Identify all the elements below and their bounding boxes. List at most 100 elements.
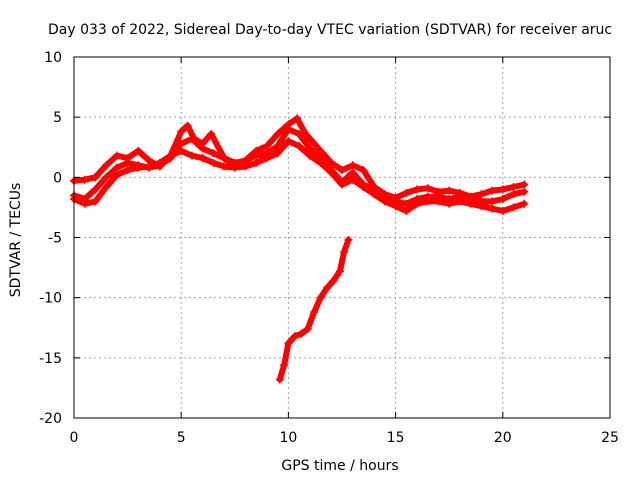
data-point-marker: [284, 125, 293, 134]
data-point-marker: [112, 163, 121, 172]
data-point-marker: [338, 180, 346, 189]
data-point-marker: [112, 151, 121, 160]
data-point-marker: [327, 168, 336, 177]
data-point-marker: [402, 207, 411, 216]
data-point-marker: [102, 182, 111, 191]
data-point-marker: [290, 332, 299, 341]
x-tick-label: 25: [601, 430, 619, 446]
data-point-marker: [348, 161, 357, 170]
data-point-marker: [91, 185, 100, 194]
x-tick-label: 10: [279, 430, 297, 446]
y-tick-label: -5: [48, 231, 62, 247]
y-tick-label: -15: [39, 351, 62, 367]
data-point-marker: [284, 339, 293, 348]
data-point-marker: [477, 202, 486, 211]
tick-layer: 0 5 10 15 20 25 -20 -15 -10 -5 0 5 10: [39, 50, 619, 446]
data-point-marker: [80, 175, 89, 184]
data-point-marker: [305, 151, 314, 160]
data-point-marker: [273, 149, 282, 158]
y-tick-label: 5: [53, 110, 62, 126]
data-point-marker: [209, 149, 218, 158]
data-point-marker: [335, 267, 344, 276]
series-layer: [70, 114, 529, 384]
data-point-marker: [220, 154, 229, 163]
data-point-marker: [102, 161, 111, 170]
data-point-marker: [310, 308, 319, 317]
data-point-marker: [413, 185, 422, 194]
data-point-marker: [303, 324, 312, 333]
data-point-marker: [187, 134, 196, 143]
data-point-marker: [155, 158, 164, 167]
data-point-marker: [344, 235, 353, 244]
data-point-marker: [198, 144, 207, 153]
data-point-marker: [177, 127, 186, 136]
data-point-marker: [423, 184, 432, 193]
data-point-marker: [91, 197, 100, 206]
data-point-marker: [273, 130, 282, 139]
data-point-marker: [145, 162, 154, 171]
data-point-marker: [509, 190, 518, 199]
data-point-marker: [252, 151, 261, 160]
data-point-marker: [80, 199, 89, 208]
data-point-marker: [183, 121, 192, 130]
data-point-marker: [520, 180, 529, 189]
data-point-marker: [322, 284, 331, 293]
data-point-marker: [445, 199, 454, 208]
data-point-marker: [498, 207, 507, 216]
data-point-marker: [310, 139, 319, 148]
data-point-marker: [520, 187, 529, 196]
data-point-marker: [488, 204, 497, 213]
data-point-marker: [123, 166, 132, 175]
data-point-marker: [520, 199, 529, 208]
data-point-marker: [220, 162, 229, 171]
data-point-marker: [262, 142, 271, 151]
data-point-marker: [177, 139, 186, 148]
data-point-marker: [297, 329, 306, 338]
y-tick-label: 10: [44, 50, 62, 66]
data-point-marker: [112, 170, 121, 179]
data-point-marker: [230, 163, 239, 172]
y-tick-label: -10: [39, 291, 62, 307]
data-point-marker: [359, 166, 368, 175]
x-tick-label: 15: [387, 430, 405, 446]
data-point-marker: [275, 375, 284, 384]
data-point-marker: [209, 158, 218, 167]
data-point-marker: [348, 168, 357, 177]
x-tick-label: 5: [177, 430, 186, 446]
data-point-marker: [187, 151, 196, 160]
data-point-marker: [284, 137, 293, 146]
data-point-marker: [295, 130, 304, 139]
series-track-upper: [70, 114, 529, 202]
data-point-marker: [207, 130, 216, 139]
data-point-marker: [509, 182, 518, 191]
grid-layer: [74, 57, 610, 418]
data-point-marker: [488, 197, 497, 206]
data-point-marker: [455, 197, 464, 206]
data-point-marker: [316, 293, 325, 302]
data-point-marker: [177, 146, 186, 155]
x-tick-label: 0: [70, 430, 79, 446]
y-axis-label: SDTVAR / TECUs: [8, 183, 24, 298]
data-point-marker: [477, 190, 486, 199]
data-point-marker: [359, 182, 368, 191]
data-point-marker: [305, 144, 314, 153]
data-point-marker: [445, 186, 454, 195]
data-point-marker: [123, 158, 132, 167]
data-point-marker: [252, 158, 261, 167]
data-point-marker: [402, 199, 411, 208]
data-point-marker: [316, 158, 325, 167]
data-point-marker: [391, 202, 400, 211]
chart-title: Day 033 of 2022, Sidereal Day-to-day VTE…: [48, 22, 612, 38]
data-point-marker: [434, 197, 443, 206]
data-point-marker: [241, 162, 250, 171]
data-point-marker: [280, 361, 289, 370]
data-point-marker: [198, 154, 207, 163]
data-point-marker: [488, 186, 497, 195]
data-point-marker: [318, 149, 327, 158]
data-point-marker: [262, 154, 271, 163]
y-tick-label: -20: [39, 411, 62, 427]
x-axis-label: GPS time / hours: [281, 458, 398, 474]
y-tick-label: 0: [53, 170, 62, 186]
data-point-marker: [292, 114, 301, 123]
